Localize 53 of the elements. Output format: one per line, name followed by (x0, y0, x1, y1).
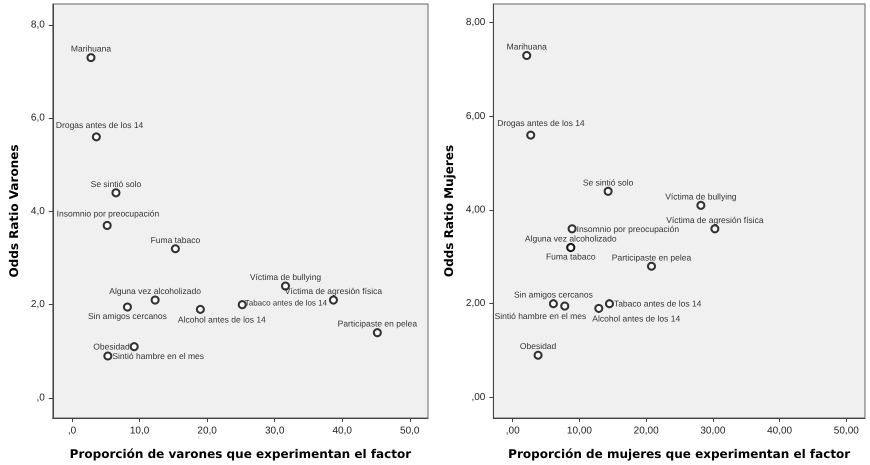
annotation: Víctima de bullying (250, 272, 322, 282)
annotation: Víctima de agresión física (666, 214, 764, 225)
x-tick-label: ,0 (68, 426, 77, 436)
annotation: Alcohol antes de los 14 (178, 314, 266, 324)
x-tick-label: 20,0 (197, 426, 218, 436)
annotation: Se sintió solo (582, 177, 634, 188)
annotation: Insomnio por preocupación (576, 224, 680, 234)
y-tick-label: 4,0 (30, 206, 46, 217)
x-tick-label: 50,00 (834, 426, 860, 436)
annotation: Víctima de agresión física (284, 286, 382, 296)
y-tick-label: 2,00 (466, 298, 486, 310)
x-tick-label: 10,00 (566, 426, 592, 436)
annotation: Tabaco antes de los 14 (614, 298, 702, 309)
annotation: Obesidad (93, 342, 130, 352)
annotation: Fuma tabaco (546, 252, 596, 262)
y-tick-label: 6,00 (466, 110, 486, 122)
annotation: Drogas antes de los 14 (56, 120, 144, 130)
annotation: Drogas antes de los 14 (497, 118, 585, 128)
annotation: Víctima de bullying (665, 191, 737, 202)
y-tick-label: ,00 (471, 392, 486, 403)
annotation: Sintió hambre en el mes (494, 311, 586, 322)
annotation: Sin amigos cercanos (88, 311, 167, 322)
x-axis-title: Proporción de varones que experimentan el factor (70, 447, 412, 461)
x-tick-label: 30,0 (264, 426, 285, 436)
annotation: Alguna vez alcoholizado (524, 234, 617, 244)
annotation: Sintió hambre en el mes (112, 350, 204, 361)
annotation: Participaste en pelea (338, 318, 418, 329)
x-tick-label: 10,0 (130, 426, 150, 436)
y-axis-title: Odds Ratio Varones (7, 144, 21, 278)
y-tick-label: 4,00 (466, 204, 486, 216)
annotation: Participaste en pelea (612, 252, 692, 262)
annotation: Marihuana (70, 44, 112, 54)
annotation: Alguna vez alcoholizado (109, 286, 202, 296)
y-tick-label: 8,0 (30, 19, 46, 30)
annotation: Se sintió solo (90, 178, 142, 189)
x-tick-label: 50,0 (400, 426, 420, 436)
annotation: Marihuana (506, 42, 548, 52)
y-tick-label: 6,0 (30, 112, 46, 124)
x-tick-label: ,00 (506, 426, 520, 436)
x-tick-label: 40,00 (767, 426, 793, 436)
annotation: Sin amigos cercanos (514, 290, 593, 300)
annotation: Insomnio por preocupación (56, 208, 160, 218)
x-tick-label: 20,00 (634, 426, 660, 436)
y-tick-label: 8,00 (466, 17, 486, 28)
x-tick-label: 40,0 (332, 426, 352, 436)
annotation: Obesidad (520, 341, 557, 352)
x-axis-title: Proporción de mujeres que experimentan el factor (508, 447, 850, 461)
y-tick-label: ,0 (36, 392, 46, 404)
annotation: Alcohol antes de los 14 (592, 313, 680, 324)
y-tick-label: 2,0 (30, 299, 46, 310)
x-tick-label: 30,00 (700, 426, 726, 436)
y-axis-title: Odds Ratio Mujeres (442, 144, 456, 278)
annotation: Fuma tabaco (150, 234, 200, 245)
